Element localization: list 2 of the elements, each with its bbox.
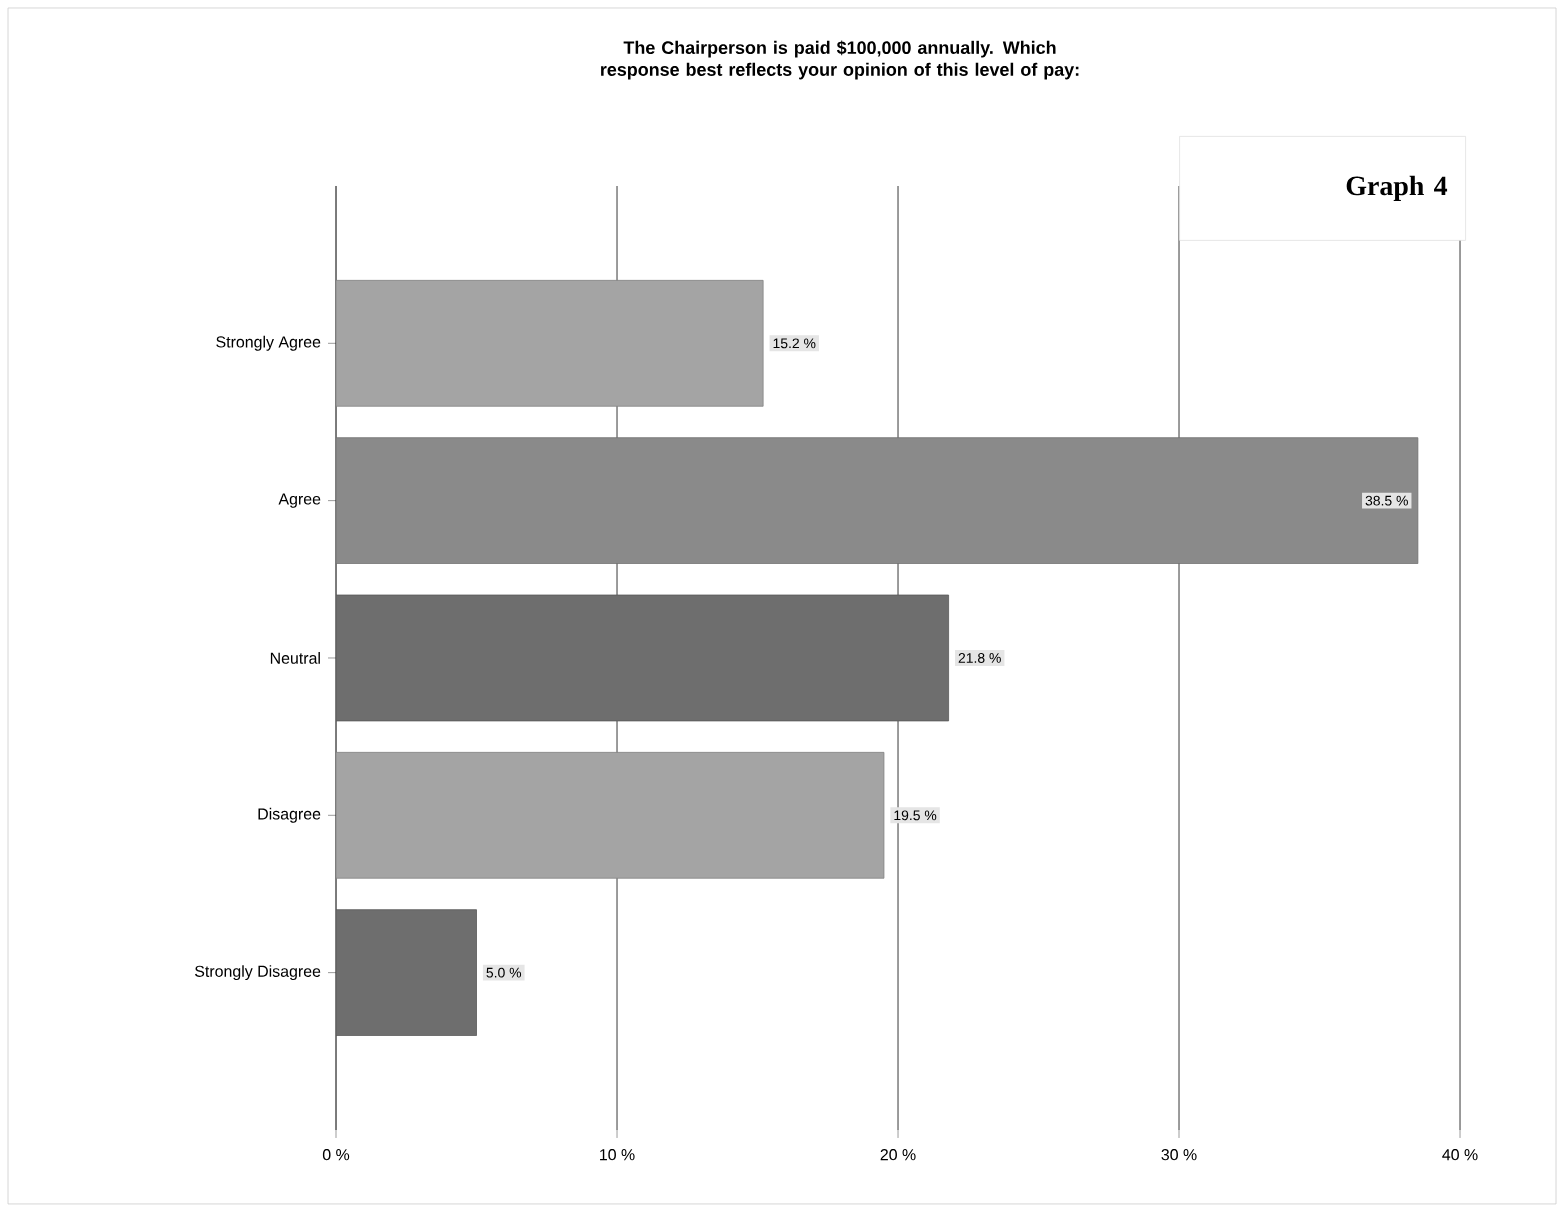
chart-title: The Chairperson is paid $100,000 annually. Which response best reflects your opinion of this level of pay: — [601, 40, 1079, 80]
caption: Graph 4 — [1346, 175, 1448, 202]
